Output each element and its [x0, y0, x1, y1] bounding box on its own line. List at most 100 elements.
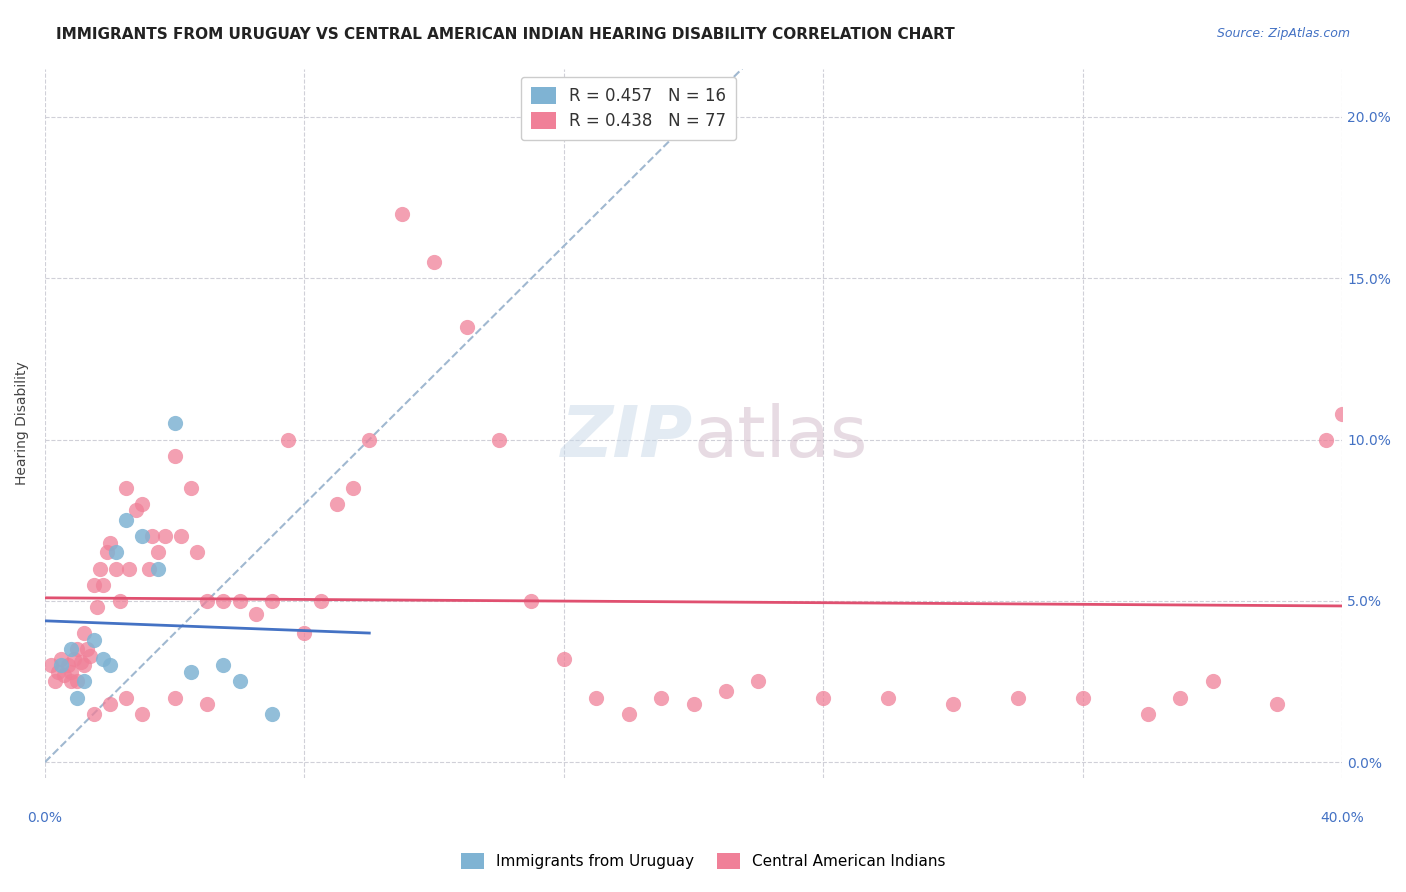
Point: [93, 652, 115, 666]
Point: [180, 481, 202, 495]
Point: [309, 594, 332, 608]
Point: [813, 690, 835, 705]
Point: [1267, 697, 1289, 711]
Point: [83, 706, 105, 721]
Point: [277, 433, 299, 447]
Point: [105, 545, 128, 559]
Legend: R = 0.457   N = 16, R = 0.438   N = 77: R = 0.457 N = 16, R = 0.438 N = 77: [522, 77, 737, 140]
Point: [326, 497, 349, 511]
Point: [1331, 407, 1354, 421]
Point: [59, 642, 82, 657]
Point: [942, 697, 965, 711]
Point: [1201, 674, 1223, 689]
Point: [89, 561, 111, 575]
Text: IMMIGRANTS FROM URUGUAY VS CENTRAL AMERICAN INDIAN HEARING DISABILITY CORRELATIO: IMMIGRANTS FROM URUGUAY VS CENTRAL AMERI…: [56, 27, 955, 42]
Point: [86, 600, 108, 615]
Point: [163, 449, 186, 463]
Point: [212, 594, 235, 608]
Point: [148, 545, 170, 559]
Point: [617, 706, 640, 721]
Point: [714, 684, 737, 698]
Point: [73, 658, 96, 673]
Point: [520, 594, 543, 608]
Point: [153, 529, 176, 543]
Point: [294, 626, 316, 640]
Point: [59, 665, 82, 679]
Point: [46, 665, 69, 679]
Point: [51, 658, 73, 673]
Point: [228, 674, 250, 689]
Point: [76, 642, 98, 657]
Point: [260, 594, 283, 608]
Y-axis label: Hearing Disability: Hearing Disability: [15, 361, 30, 485]
Point: [650, 690, 672, 705]
Point: [131, 497, 153, 511]
Point: [212, 658, 235, 673]
Point: [488, 433, 510, 447]
Point: [44, 674, 66, 689]
Point: [163, 417, 186, 431]
Point: [342, 481, 364, 495]
Point: [53, 668, 76, 682]
Point: [66, 690, 89, 705]
Point: [83, 577, 105, 591]
Point: [51, 652, 73, 666]
Point: [118, 561, 141, 575]
Point: [98, 535, 121, 549]
Point: [186, 545, 208, 559]
Point: [79, 648, 101, 663]
Point: [108, 594, 131, 608]
Point: [228, 594, 250, 608]
Point: [69, 655, 91, 669]
Point: [98, 697, 121, 711]
Point: [1315, 433, 1337, 447]
Point: [1347, 465, 1369, 479]
Point: [163, 690, 186, 705]
Point: [195, 697, 218, 711]
Point: [105, 561, 128, 575]
Point: [195, 594, 218, 608]
Point: [1136, 706, 1159, 721]
Point: [41, 658, 63, 673]
Text: 40.0%: 40.0%: [1320, 811, 1364, 824]
Point: [131, 706, 153, 721]
Point: [59, 674, 82, 689]
Text: atlas: atlas: [693, 403, 868, 472]
Point: [877, 690, 900, 705]
Point: [73, 626, 96, 640]
Point: [391, 207, 413, 221]
Text: Source: ZipAtlas.com: Source: ZipAtlas.com: [1216, 27, 1350, 40]
Point: [56, 658, 79, 673]
Point: [1007, 690, 1029, 705]
Point: [138, 561, 160, 575]
Point: [359, 433, 381, 447]
Point: [423, 255, 446, 269]
Point: [260, 706, 283, 721]
Point: [115, 690, 138, 705]
Text: 0.0%: 0.0%: [28, 811, 62, 824]
Point: [141, 529, 163, 543]
Text: ZIP: ZIP: [561, 403, 693, 472]
Point: [747, 674, 769, 689]
Legend: Immigrants from Uruguay, Central American Indians: Immigrants from Uruguay, Central America…: [454, 847, 952, 875]
Point: [73, 674, 96, 689]
Point: [1168, 690, 1191, 705]
Point: [682, 697, 704, 711]
Point: [96, 545, 118, 559]
Point: [83, 632, 105, 647]
Point: [66, 642, 89, 657]
Point: [585, 690, 607, 705]
Point: [66, 674, 89, 689]
Point: [1071, 690, 1094, 705]
Point: [180, 665, 202, 679]
Point: [553, 652, 575, 666]
Point: [148, 561, 170, 575]
Point: [456, 319, 478, 334]
Point: [131, 529, 153, 543]
Point: [170, 529, 193, 543]
Point: [115, 513, 138, 527]
Point: [93, 577, 115, 591]
Point: [115, 481, 138, 495]
Point: [245, 607, 267, 621]
Point: [125, 503, 148, 517]
